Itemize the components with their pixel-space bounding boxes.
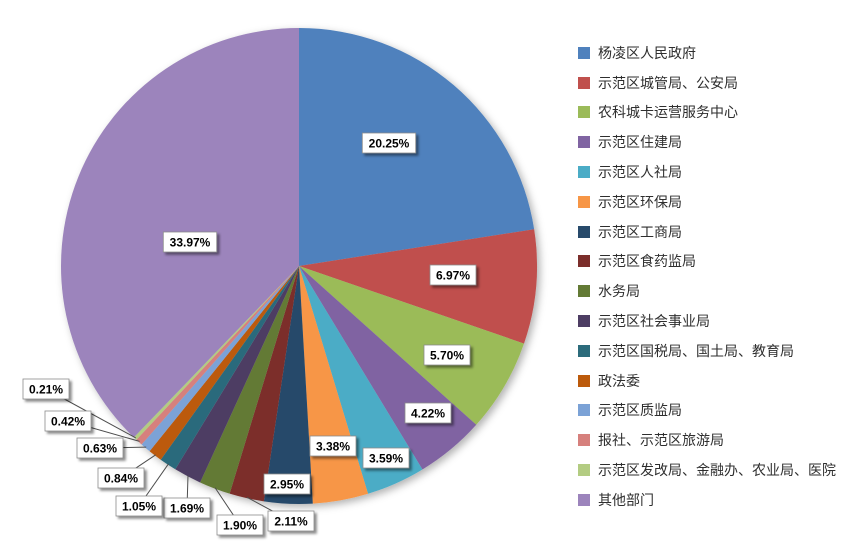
data-label-box-4 (362, 447, 410, 469)
data-label-box-15 (162, 231, 218, 253)
pie-slice-10 (160, 266, 299, 470)
data-label-12: 0.63% (83, 442, 117, 456)
legend-label: 政法委 (598, 372, 640, 389)
legend-label: 其他部门 (598, 491, 654, 508)
data-label-14: 0.21% (29, 383, 63, 397)
data-label-13: 0.42% (51, 415, 85, 429)
legend-item-15: 其他部门 (578, 485, 836, 515)
legend-swatch-icon (578, 374, 590, 387)
legend-item-5: 示范区环保局 (578, 187, 836, 217)
legend-label: 示范区城管局、公安局 (598, 74, 738, 91)
pie-slice-13 (136, 266, 299, 445)
pie-slice-8 (200, 266, 299, 494)
pie-slice-0 (299, 28, 535, 266)
pie-slice-2 (299, 266, 524, 425)
legend-item-4: 示范区人社局 (578, 157, 836, 187)
data-label-7: 2.11% (274, 515, 308, 529)
data-label-box-3 (404, 402, 452, 424)
legend-label: 示范区人社局 (598, 164, 682, 181)
legend-label: 示范区工商局 (598, 223, 682, 240)
legend-label: 示范区质监局 (598, 402, 682, 419)
data-label-box-0 (361, 132, 417, 154)
legend-item-8: 水务局 (578, 276, 836, 306)
pie-slice-14 (133, 266, 299, 440)
legend-swatch-icon (578, 255, 590, 268)
data-label-1: 6.97% (436, 269, 470, 283)
data-label-0: 20.25% (369, 137, 410, 151)
legend-swatch-icon (578, 315, 590, 328)
legend-label: 报社、示范区旅游局 (598, 432, 724, 449)
data-label-box-10 (115, 495, 163, 517)
legend-label: 杨凌区人民政府 (598, 44, 696, 61)
legend-swatch-icon (578, 136, 590, 149)
pie-slice-4 (299, 266, 423, 494)
legend-swatch-icon (578, 106, 590, 119)
legend-swatch-icon (578, 166, 590, 179)
pie-slice-1 (299, 229, 538, 344)
legend-swatch-icon (578, 285, 590, 298)
legend-item-9: 示范区社会事业局 (578, 306, 836, 336)
legend-swatch-icon (578, 46, 590, 59)
data-label-11: 0.84% (104, 472, 138, 486)
legend-label: 农科城卡运营服务中心 (598, 104, 738, 121)
legend-item-14: 示范区发改局、金融办、农业局、医院 (578, 455, 836, 485)
data-label-box-9 (163, 497, 211, 519)
pie-slice-6 (263, 266, 313, 504)
legend-label: 示范区食药监局 (598, 253, 696, 270)
legend-swatch-icon (578, 493, 590, 506)
legend-swatch-icon (578, 404, 590, 417)
legend-swatch-icon (578, 195, 590, 208)
data-label-box-14 (22, 378, 70, 400)
legend-swatch-icon (578, 464, 590, 477)
pie-slice-9 (175, 266, 299, 483)
pie-slice-7 (229, 266, 299, 502)
data-label-box-1 (429, 264, 477, 286)
data-label-box-12 (76, 437, 124, 459)
legend-item-7: 示范区食药监局 (578, 247, 836, 277)
legend-item-13: 报社、示范区旅游局 (578, 425, 836, 455)
legend-item-1: 示范区城管局、公安局 (578, 68, 836, 98)
pie-slice-12 (141, 266, 299, 452)
legend-item-0: 杨凌区人民政府 (578, 38, 836, 68)
pie-slice-11 (149, 266, 299, 460)
data-label-10: 1.05% (122, 500, 156, 514)
legend-item-6: 示范区工商局 (578, 217, 836, 247)
data-label-8: 1.90% (223, 519, 257, 533)
data-label-box-7 (267, 510, 315, 532)
data-label-5: 3.38% (316, 440, 350, 454)
legend-label: 示范区环保局 (598, 193, 682, 210)
legend-label: 水务局 (598, 283, 640, 300)
legend-swatch-icon (578, 434, 590, 447)
legend-swatch-icon (578, 225, 590, 238)
legend-swatch-icon (578, 344, 590, 357)
data-label-9: 1.69% (170, 502, 204, 516)
legend-item-10: 示范区国税局、国土局、教育局 (578, 336, 836, 366)
legend-label: 示范区住建局 (598, 134, 682, 151)
legend-item-11: 政法委 (578, 366, 836, 396)
legend-label: 示范区发改局、金融办、农业局、医院 (598, 462, 836, 479)
data-label-4: 3.59% (369, 452, 403, 466)
data-label-3: 4.22% (411, 407, 445, 421)
data-label-2: 5.70% (430, 349, 464, 363)
data-label-box-2 (423, 344, 471, 366)
data-label-box-8 (216, 514, 264, 536)
legend-item-3: 示范区住建局 (578, 127, 836, 157)
data-label-6: 2.95% (270, 478, 304, 492)
legend-swatch-icon (578, 76, 590, 89)
data-label-box-11 (97, 467, 145, 489)
legend-label: 示范区国税局、国土局、教育局 (598, 342, 794, 359)
legend-item-2: 农科城卡运营服务中心 (578, 98, 836, 128)
data-label-15: 33.97% (170, 236, 211, 250)
legend-item-12: 示范区质监局 (578, 396, 836, 426)
data-labels-group: 20.25% 6.97% 5.70% 4.22% 3.59% 3.38% 2.95% 2.11… (22, 132, 477, 536)
chart-legend: 杨凌区人民政府 示范区城管局、公安局 农科城卡运营服务中心 示范区住建局 示范区人社局示… (578, 38, 836, 515)
data-label-box-6 (263, 473, 311, 495)
data-label-box-5 (309, 435, 357, 457)
legend-label: 示范区社会事业局 (598, 313, 710, 330)
data-label-box-13 (44, 410, 92, 432)
